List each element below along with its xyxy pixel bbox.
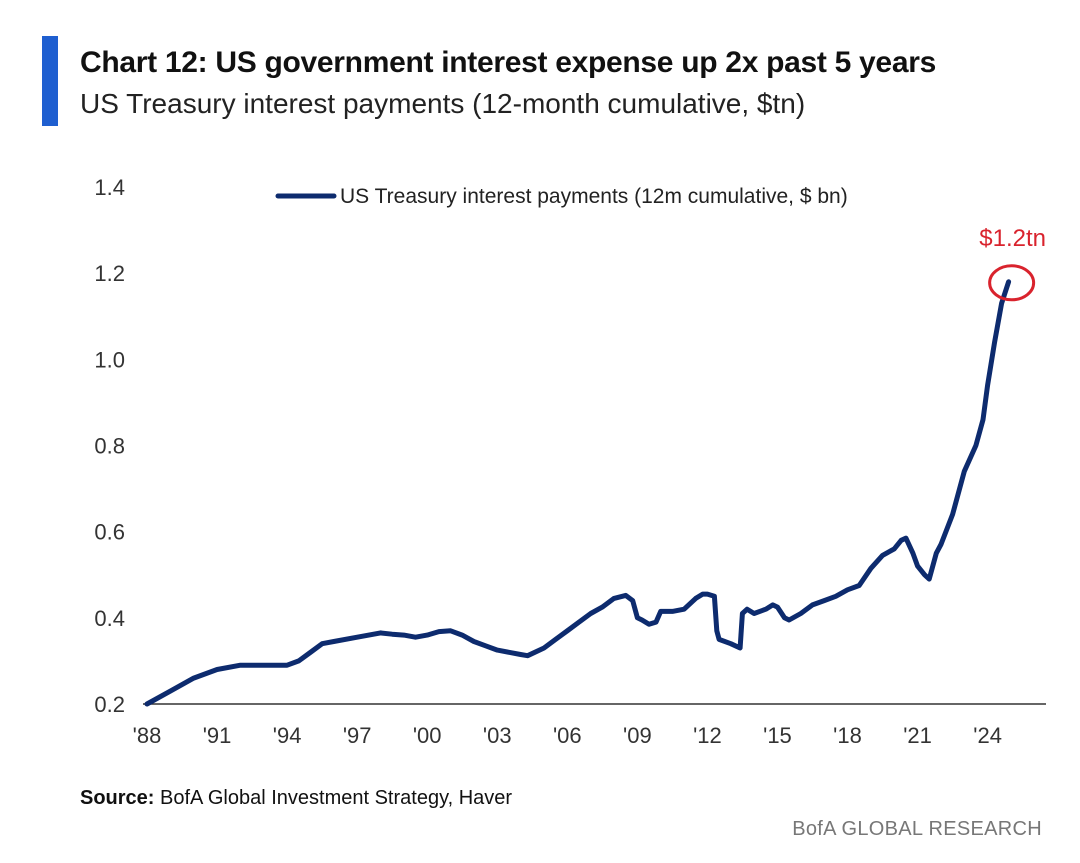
- x-tick-label: '09: [623, 723, 652, 748]
- x-tick-label: '18: [833, 723, 862, 748]
- x-tick-label: '94: [273, 723, 302, 748]
- x-tick-label: '91: [203, 723, 232, 748]
- y-tick-label: 0.2: [94, 692, 125, 717]
- brand-footer: BofA GLOBAL RESEARCH: [792, 818, 1042, 840]
- y-tick-label: 0.6: [94, 520, 125, 545]
- y-tick-label: 0.8: [94, 434, 125, 459]
- y-tick-label: 1.4: [94, 175, 125, 200]
- series-line: [144, 279, 1012, 707]
- legend-label: US Treasury interest payments (12m cumul…: [340, 185, 848, 208]
- x-tick-label: '06: [553, 723, 582, 748]
- chart-subtitle: US Treasury interest payments (12-month …: [80, 88, 806, 119]
- y-tick-label: 0.4: [94, 606, 125, 631]
- x-tick-label: '03: [483, 723, 512, 748]
- x-tick-label: '12: [693, 723, 722, 748]
- x-tick-label: '15: [763, 723, 792, 748]
- x-tick-label: '00: [413, 723, 442, 748]
- title-accent-bar: [42, 36, 58, 126]
- chart-title: Chart 12: US government interest expense…: [80, 46, 936, 79]
- annotation-circle: [988, 264, 1036, 302]
- x-tick-label: '88: [133, 723, 162, 748]
- source-note: Source: BofA Global Investment Strategy,…: [80, 787, 512, 810]
- x-tick-label: '97: [343, 723, 372, 748]
- y-tick-label: 1.2: [94, 261, 125, 286]
- source-text: BofA Global Investment Strategy, Haver: [154, 787, 513, 809]
- source-label: Source:: [80, 787, 155, 809]
- x-tick-label: '21: [903, 723, 932, 748]
- annotation-label: $1.2tn: [979, 225, 1046, 252]
- y-tick-label: 1.0: [94, 347, 125, 372]
- x-tick-label: '24: [973, 723, 1002, 748]
